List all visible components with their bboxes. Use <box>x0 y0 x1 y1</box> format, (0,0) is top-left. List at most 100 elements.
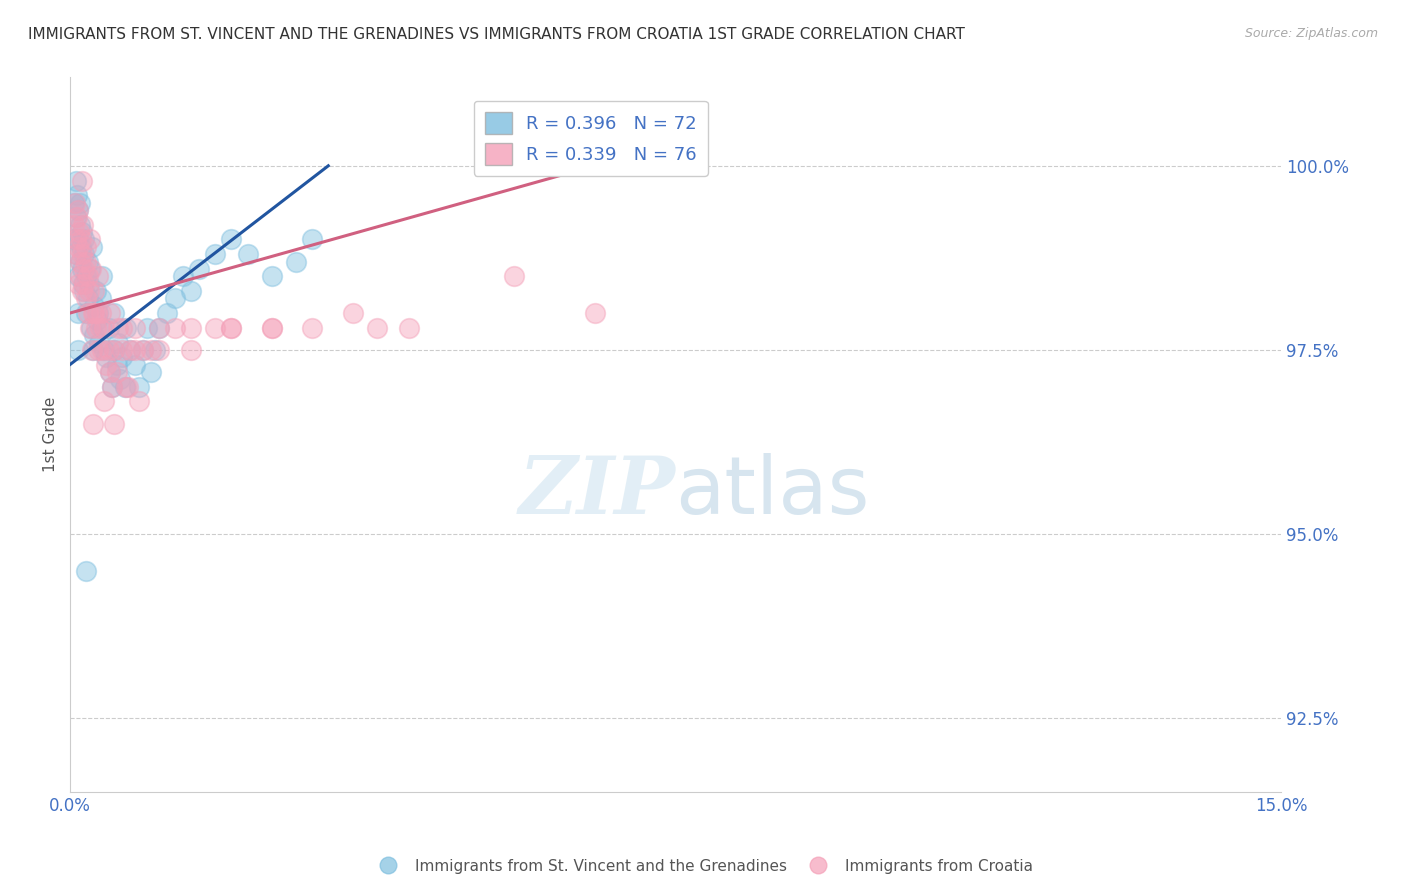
Point <box>120 343 142 357</box>
Point <box>117 380 139 394</box>
Point <box>86 306 108 320</box>
Point <box>342 306 364 320</box>
Point <box>115 380 138 394</box>
Point <box>124 343 146 357</box>
Point <box>96 358 118 372</box>
Point <box>63 195 86 210</box>
Point <box>131 343 153 357</box>
Point <box>83 306 105 320</box>
Point <box>66 240 89 254</box>
Point <box>66 343 89 357</box>
Point <box>221 320 243 334</box>
Point <box>93 343 115 357</box>
Point <box>180 343 202 357</box>
Point <box>80 343 103 357</box>
Point <box>87 269 110 284</box>
Point <box>63 232 86 246</box>
Point <box>75 291 97 305</box>
Point <box>87 343 110 357</box>
Point <box>70 247 93 261</box>
Legend: Immigrants from St. Vincent and the Grenadines, Immigrants from Croatia: Immigrants from St. Vincent and the Gren… <box>367 853 1039 880</box>
Point <box>148 320 170 334</box>
Point <box>73 247 96 261</box>
Point <box>86 313 108 327</box>
Point <box>72 218 94 232</box>
Point <box>260 320 283 334</box>
Point <box>66 202 89 217</box>
Point <box>103 417 125 431</box>
Point <box>66 211 89 225</box>
Point <box>188 261 211 276</box>
Point <box>111 343 134 357</box>
Point <box>65 211 87 225</box>
Point <box>84 284 107 298</box>
Point <box>66 188 89 202</box>
Point <box>79 232 101 246</box>
Point <box>65 232 87 246</box>
Point <box>66 269 89 284</box>
Point <box>66 232 89 246</box>
Point <box>221 320 243 334</box>
Point <box>90 291 112 305</box>
Point <box>75 240 97 254</box>
Point <box>148 343 170 357</box>
Point <box>75 269 97 284</box>
Point <box>69 254 91 268</box>
Point <box>285 254 308 268</box>
Point <box>76 254 98 268</box>
Point <box>503 269 526 284</box>
Point <box>73 284 96 298</box>
Text: ZIP: ZIP <box>519 453 675 531</box>
Point <box>91 343 114 357</box>
Point <box>80 261 103 276</box>
Text: atlas: atlas <box>675 453 870 531</box>
Point <box>107 335 129 350</box>
Point <box>65 247 87 261</box>
Point <box>89 320 111 334</box>
Point <box>260 269 283 284</box>
Point <box>93 320 115 334</box>
Point <box>131 343 153 357</box>
Point <box>75 564 97 578</box>
Point <box>124 320 146 334</box>
Point <box>66 277 89 291</box>
Point <box>98 365 121 379</box>
Point <box>180 320 202 334</box>
Point <box>97 343 120 357</box>
Point <box>115 320 138 334</box>
Point <box>103 343 125 357</box>
Point <box>163 291 186 305</box>
Point <box>156 306 179 320</box>
Point <box>96 351 118 365</box>
Point <box>79 320 101 334</box>
Point <box>80 240 103 254</box>
Legend: R = 0.396   N = 72, R = 0.339   N = 76: R = 0.396 N = 72, R = 0.339 N = 76 <box>474 101 707 176</box>
Point <box>72 261 94 276</box>
Point <box>65 173 87 187</box>
Point <box>103 306 125 320</box>
Point <box>103 343 125 357</box>
Point <box>105 358 128 372</box>
Point <box>108 372 131 386</box>
Point <box>79 284 101 298</box>
Point <box>128 380 150 394</box>
Point <box>91 269 114 284</box>
Point <box>66 306 89 320</box>
Text: Source: ZipAtlas.com: Source: ZipAtlas.com <box>1244 27 1378 40</box>
Point <box>120 343 142 357</box>
Point <box>139 343 162 357</box>
Point <box>70 173 93 187</box>
Point <box>70 225 93 239</box>
Point <box>105 365 128 379</box>
Point <box>87 306 110 320</box>
Point <box>82 343 104 357</box>
Point <box>101 380 124 394</box>
Point <box>73 277 96 291</box>
Point <box>583 306 606 320</box>
Point <box>75 254 97 268</box>
Point <box>301 232 323 246</box>
Point <box>172 269 194 284</box>
Point <box>301 320 323 334</box>
Point <box>69 254 91 268</box>
Point <box>75 306 97 320</box>
